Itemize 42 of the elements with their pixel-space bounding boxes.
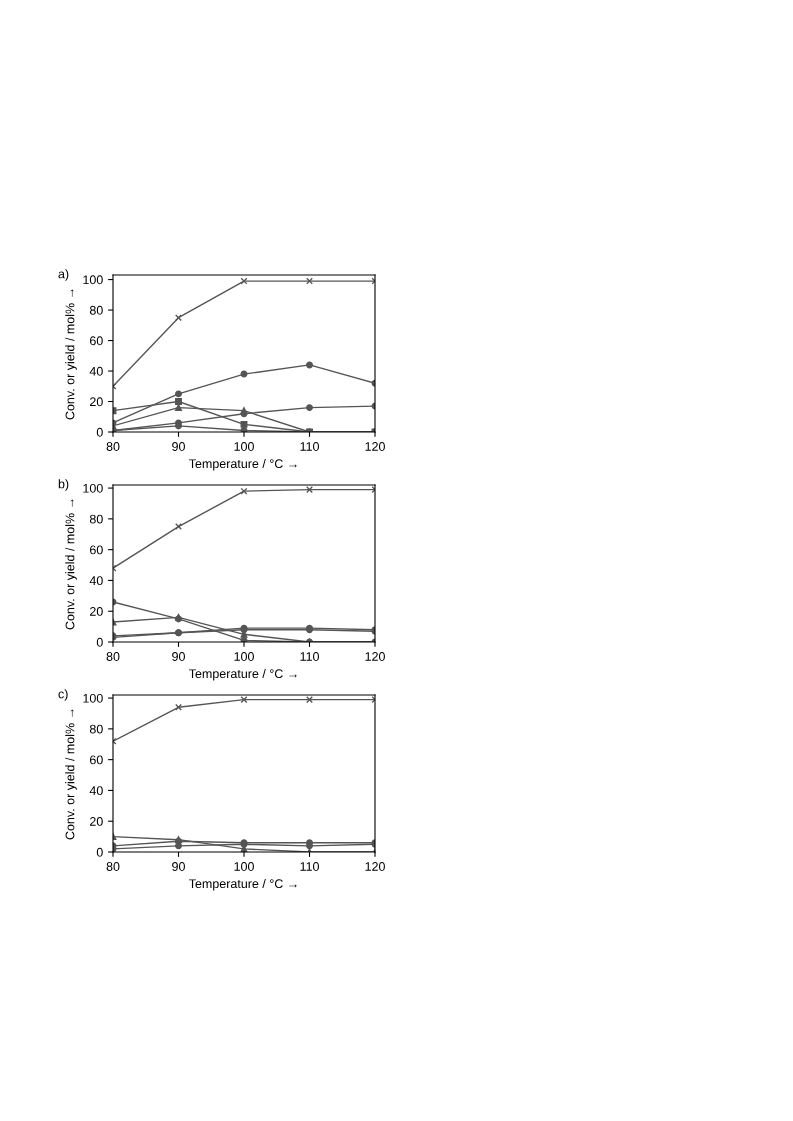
chart-title: b) xyxy=(58,479,69,491)
y-tick-label: 80 xyxy=(89,305,103,315)
x-tick-label: 80 xyxy=(106,862,120,871)
y-tick-label: 40 xyxy=(89,366,103,376)
x-tick-label: 100 xyxy=(234,442,254,451)
y-tick-label: 60 xyxy=(90,336,103,346)
y-axis-title: Conv. or yield / mol% → xyxy=(65,499,77,630)
y-tick-label: 60 xyxy=(90,545,103,555)
y-tick-label: 0 xyxy=(96,427,103,437)
y-axis-title: Conv. or yield / mol% → xyxy=(65,709,77,840)
y-tick-label: 100 xyxy=(83,693,103,703)
x-axis-title: Temperature / °C → xyxy=(188,458,297,471)
x-tick-label: 110 xyxy=(300,862,319,871)
y-tick-label: 0 xyxy=(96,637,103,647)
x-tick-label: 110 xyxy=(300,442,319,451)
x-tick-label: 90 xyxy=(172,652,185,661)
y-tick-label: 20 xyxy=(90,817,103,826)
x-tick-label: 120 xyxy=(365,652,385,661)
x-tick-label: 100 xyxy=(234,652,254,661)
x-tick-label: 120 xyxy=(365,442,385,451)
y-tick-label: 40 xyxy=(89,576,103,586)
y-tick-label: 20 xyxy=(90,397,103,407)
y-tick-label: 80 xyxy=(89,724,103,734)
x-tick-label: 90 xyxy=(172,442,185,451)
x-tick-label: 80 xyxy=(106,442,120,451)
chart-title: c) xyxy=(58,689,68,701)
x-tick-label: 90 xyxy=(172,862,185,871)
x-tick-label: 110 xyxy=(300,652,319,661)
x-axis-title: Temperature / °C → xyxy=(188,668,297,681)
y-tick-label: 60 xyxy=(90,755,103,765)
x-axis-title: Temperature / °C → xyxy=(188,878,297,891)
y-tick-label: 100 xyxy=(83,483,103,493)
y-tick-label: 40 xyxy=(89,786,103,796)
y-tick-label: 100 xyxy=(83,275,103,285)
x-tick-label: 80 xyxy=(106,652,120,661)
y-tick-label: 80 xyxy=(89,514,103,524)
chart-title: a) xyxy=(58,269,69,281)
y-tick-label: 0 xyxy=(96,847,103,857)
y-axis-title: Conv. or yield / mol% → xyxy=(65,289,77,420)
x-tick-label: 120 xyxy=(365,862,385,871)
y-tick-label: 20 xyxy=(90,607,103,616)
x-tick-label: 100 xyxy=(234,862,254,871)
